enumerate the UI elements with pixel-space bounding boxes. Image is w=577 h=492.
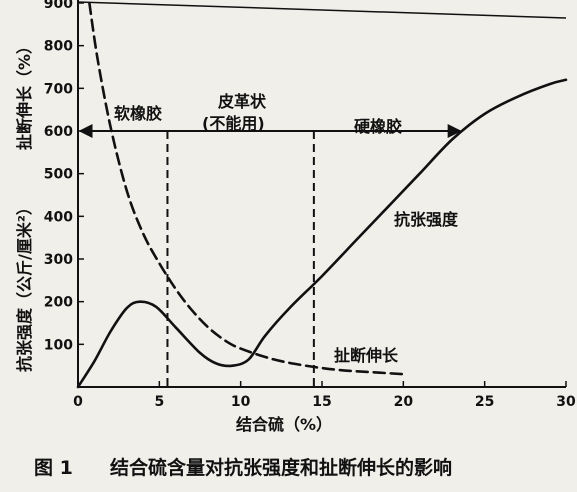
- region-label-soft: 软橡胶: [114, 104, 162, 123]
- x-tick-label: 20: [394, 394, 414, 410]
- y-axis-label-right: 扯断伸长（%）: [15, 38, 34, 150]
- region-label-hard: 硬橡胶: [354, 117, 402, 136]
- series-layer: [76, 1, 568, 389]
- y-tick-label: 600: [44, 124, 73, 140]
- series-line-elongation: [88, 1, 405, 376]
- region-sublabel-leather: (不能用): [202, 114, 265, 133]
- y-tick-label: 200: [44, 295, 73, 311]
- top-frame-line: [77, 1, 567, 19]
- annotation-elongation: 扯断伸长: [334, 346, 399, 365]
- y-tick-label: 800: [44, 39, 73, 55]
- region-boundaries: [166, 131, 315, 387]
- region-label-leather: 皮革状: [217, 92, 267, 111]
- caption-text: 结合硫含量对抗张强度和扯断伸长的影响: [110, 456, 452, 479]
- y-tick-label: 300: [44, 252, 73, 268]
- plot-area: 0 5 10 15 20 25 30 100 200 300 400 500 600 700 800 900…: [15, 0, 576, 434]
- y-tick-label: 400: [44, 209, 73, 225]
- y-axis-label-left: 抗张强度（公斤/厘米²）: [15, 199, 34, 372]
- figure-caption: 图 1 结合硫含量对抗张强度和扯断伸长的影响: [34, 456, 452, 479]
- annotation-tensile: 抗张强度: [394, 210, 459, 229]
- x-tick-label: 30: [556, 394, 576, 410]
- series-line-tensile-strength: [76, 78, 568, 389]
- x-tick-label: 25: [475, 394, 494, 410]
- y-tick-label: 700: [44, 81, 73, 97]
- x-tick-label: 15: [312, 394, 331, 410]
- y-tick-label: 500: [44, 167, 73, 183]
- x-tick-label: 5: [154, 394, 164, 410]
- x-ticks: 0 5 10 15 20 25 30: [73, 381, 576, 410]
- x-tick-label: 0: [73, 394, 83, 410]
- caption-number: 图 1: [34, 457, 73, 479]
- x-axis-label: 结合硫（%）: [235, 415, 332, 434]
- y-tick-label: 900: [44, 0, 73, 12]
- y-tick-label: 100: [44, 337, 73, 353]
- x-tick-label: 10: [231, 394, 251, 410]
